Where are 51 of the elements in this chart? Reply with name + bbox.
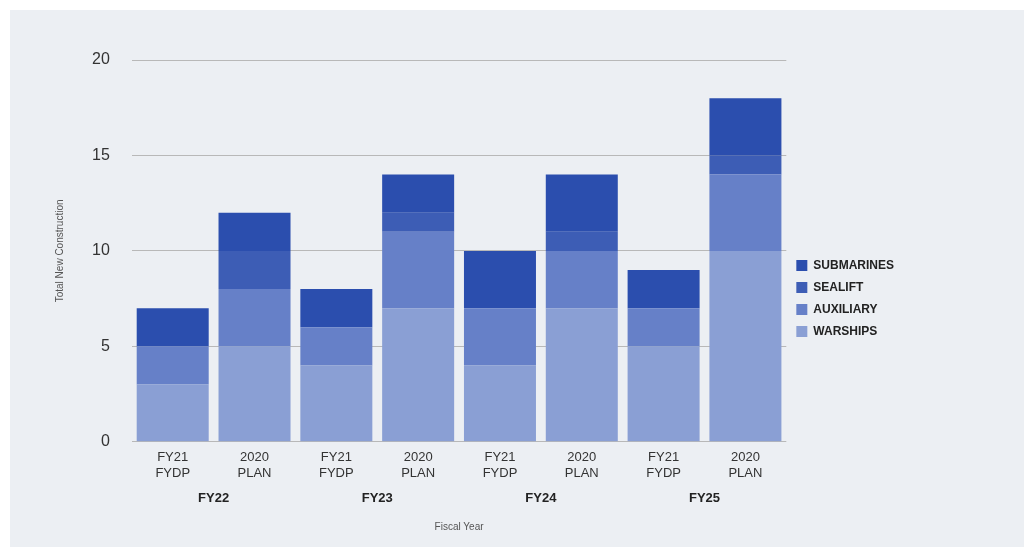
x-tick-label: 2020 PLAN [728,449,763,480]
bar [382,212,455,232]
bar [218,212,291,251]
legend-label: SEALIFT [813,279,864,294]
y-tick-label: 10 [92,241,110,259]
bar [382,308,455,442]
bar [545,174,618,232]
text: FY25 [688,490,721,506]
y-tick-label: 15 [92,145,110,163]
bar [300,327,373,366]
bar [709,250,782,442]
y-tick-label: 5 [100,336,110,354]
bar [136,346,209,385]
legend-label: SUBMARINES [813,257,894,272]
bar [545,308,618,442]
bar [627,269,700,309]
x-tick-label: 2020 PLAN [237,449,272,480]
bar [382,174,455,213]
x-tick-label: 2020 PLAN [401,449,436,480]
y-axis-title: Total New Construction [53,199,65,303]
bar [627,308,700,347]
bar [709,174,782,251]
legend-label: WARSHIPS [813,323,878,338]
bar [463,250,536,309]
bar [463,308,536,366]
bar [300,365,373,442]
bar [136,384,209,442]
text: FY24 [525,490,558,506]
x-axis-title: Fiscal Year [434,520,485,532]
legend-label: AUXILIARY [813,301,878,316]
bar [136,308,209,347]
x-tick-label: 2020 PLAN [564,449,599,480]
x-tick-label: FY21 FYDP [319,449,354,480]
bar [463,365,536,442]
bar [218,289,291,347]
bar [300,289,373,328]
y-tick-label: 20 [92,50,110,68]
bar [709,155,782,175]
y-tick-label: 0 [100,432,110,450]
bar [218,250,291,290]
bar [382,231,455,309]
x-tick-label: FY21 FYDP [646,449,681,480]
bar [545,231,618,251]
bar [627,346,700,442]
x-tick-label: FY21 FYDP [482,449,518,480]
bar [545,250,618,309]
bar [218,346,291,442]
text: FY22 [198,490,230,506]
bar [709,98,782,156]
text: FY23 [361,490,393,506]
x-tick-label: FY21 FYDP [155,449,191,480]
